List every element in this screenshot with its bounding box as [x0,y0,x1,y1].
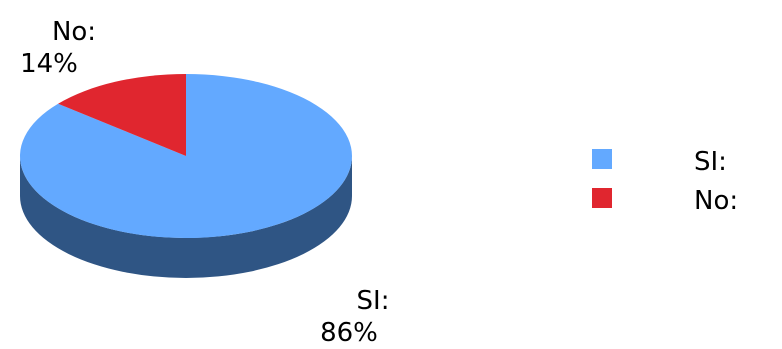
pie-3d-sides [20,156,352,278]
no-slice-label-percent: 14% [20,49,78,79]
no-slice [58,74,187,156]
si-slice-side [20,156,352,278]
pie-top-face [19,74,352,238]
legend-swatch-no [592,188,612,208]
slice-labels: No: 14% SI: 86% [20,17,389,348]
si-slice-label-name: SI: [357,286,390,316]
legend-label-si: SI: [694,147,727,177]
si-slice [19,74,352,238]
si-slice-label-percent: 86% [320,318,378,348]
legend-swatch-si [592,149,612,169]
legend-label-no: No: [694,186,738,216]
no-slice-label-name: No: [52,17,96,47]
legend: SI: No: [592,147,738,216]
